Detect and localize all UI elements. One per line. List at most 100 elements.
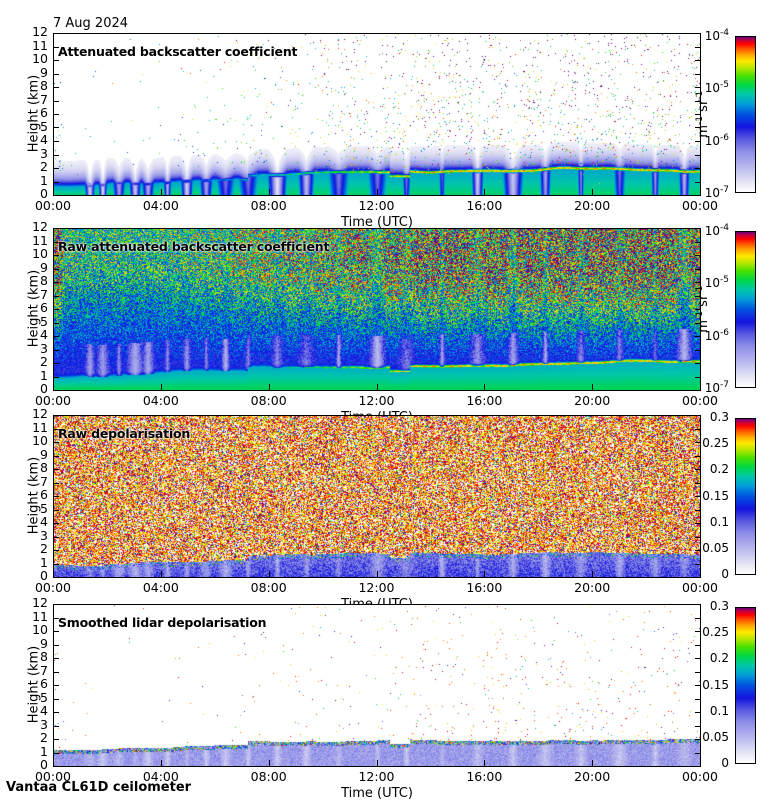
y-tick-mark xyxy=(53,296,59,297)
colorbar-tick-label: 0 xyxy=(721,567,729,581)
colorbar-tick-mantissa: 10 xyxy=(704,328,721,343)
y-tick-mark xyxy=(53,33,59,34)
y-tick-mark xyxy=(695,564,701,565)
y-tick-label: 7 xyxy=(40,286,48,302)
y-tick-mark xyxy=(53,766,59,767)
colorbar-tick-mantissa: 10 xyxy=(704,381,721,395)
colorbar-tick-mantissa: 10 xyxy=(704,186,721,200)
colorbar-tick-label: 10-7 xyxy=(673,381,729,395)
y-tick-mark xyxy=(695,87,701,88)
colorbar-tick-mantissa: 10 xyxy=(704,224,721,238)
y-tick-mark xyxy=(695,296,701,297)
y-tick-mark xyxy=(695,456,701,457)
x-tick-mark xyxy=(269,189,270,195)
y-tick-mark xyxy=(695,182,701,183)
y-tick-mark xyxy=(53,242,59,243)
y-tick-mark xyxy=(695,685,701,686)
y-tick-label: 11 xyxy=(32,419,48,435)
y-tick-mark xyxy=(695,577,701,578)
x-tick-label: 12:00 xyxy=(358,198,395,213)
colorbar-tick-exponent: -7 xyxy=(720,185,729,195)
y-tick-label: 1 xyxy=(40,743,48,759)
colorbar-raw-attenuated-backscatter xyxy=(735,231,756,388)
y-tick-mark xyxy=(53,101,59,102)
colorbar-unit-steradian-exponent: -1 xyxy=(694,285,705,295)
x-tick-label: 16:00 xyxy=(466,198,503,213)
x-tick-mark xyxy=(53,189,54,195)
y-tick-mark xyxy=(695,282,701,283)
y-tick-mark xyxy=(695,242,701,243)
plot-area-raw-attenuated-backscatter[interactable] xyxy=(53,228,701,391)
x-tick-mark xyxy=(269,384,270,390)
y-tick-mark xyxy=(53,483,59,484)
y-tick-mark xyxy=(695,168,701,169)
panel-title-attenuated-backscatter: Attenuated backscatter coefficient xyxy=(58,44,298,59)
y-tick-mark xyxy=(695,323,701,324)
x-tick-mark xyxy=(700,384,701,390)
y-tick-mark xyxy=(695,658,701,659)
y-tick-mark xyxy=(53,182,59,183)
colorbar-tick-exponent: -6 xyxy=(720,327,729,338)
y-tick-mark xyxy=(695,101,701,102)
y-tick-mark xyxy=(695,672,701,673)
y-tick-label: 5 xyxy=(40,500,48,516)
y-tick-label: 8 xyxy=(40,273,48,288)
y-tick-label: 12 xyxy=(32,219,48,234)
y-tick-mark xyxy=(695,114,701,115)
y-tick-mark xyxy=(53,753,59,754)
y-tick-mark xyxy=(695,390,701,391)
y-tick-mark xyxy=(53,699,59,700)
y-tick-label: 6 xyxy=(40,676,48,691)
colorbar-tick-label: 10-5 xyxy=(673,81,729,95)
y-tick-mark xyxy=(53,685,59,686)
y-tick-mark xyxy=(53,377,59,378)
y-tick-mark xyxy=(695,496,701,497)
x-tick-mark xyxy=(484,384,485,390)
colorbar-tick-label: 10-6 xyxy=(673,327,729,343)
x-tick-label: 08:00 xyxy=(250,769,287,784)
colorbar-tick-label: 10-4 xyxy=(673,29,729,43)
y-tick-mark xyxy=(53,390,59,391)
plot-canvas-raw-attenuated-backscatter xyxy=(54,229,700,390)
colorbar-tick-exponent: -6 xyxy=(720,132,729,143)
panel-title-raw-depolarisation: Raw depolarisation xyxy=(58,426,191,441)
y-tick-label: 1 xyxy=(40,367,48,383)
colorbar-unit-metre-exponent: -1 xyxy=(694,115,705,125)
y-tick-mark xyxy=(53,618,59,619)
y-tick-label: 12 xyxy=(32,24,48,39)
x-tick-mark xyxy=(700,760,701,766)
plot-area-raw-depolarisation[interactable] xyxy=(53,415,701,578)
y-tick-mark xyxy=(53,631,59,632)
colorbar-gradient xyxy=(736,37,755,192)
x-tick-mark xyxy=(161,760,162,766)
y-tick-label: 10 xyxy=(32,51,48,66)
plot-canvas-attenuated-backscatter xyxy=(54,34,700,195)
x-tick-mark xyxy=(161,384,162,390)
y-tick-label: 4 xyxy=(40,132,48,147)
y-tick-mark xyxy=(695,618,701,619)
x-tick-mark xyxy=(53,571,54,577)
x-tick-mark xyxy=(700,571,701,577)
y-tick-mark xyxy=(695,155,701,156)
y-tick-mark xyxy=(695,415,701,416)
plot-area-attenuated-backscatter[interactable] xyxy=(53,33,701,196)
colorbar-tick-label: 10-6 xyxy=(673,132,729,148)
y-tick-label: 0 xyxy=(40,757,48,772)
colorbar-gradient xyxy=(736,232,755,387)
y-tick-label: 3 xyxy=(40,340,48,356)
y-axis-label: Height (km) xyxy=(26,269,42,347)
x-tick-label: 20:00 xyxy=(574,769,611,784)
y-tick-mark xyxy=(695,141,701,142)
plot-area-smoothed-lidar-depolarisation[interactable] xyxy=(53,604,701,767)
y-tick-mark xyxy=(53,87,59,88)
y-tick-mark xyxy=(53,195,59,196)
y-tick-mark xyxy=(53,726,59,727)
y-tick-label: 2 xyxy=(40,159,48,174)
y-tick-label: 6 xyxy=(40,105,48,120)
y-tick-mark xyxy=(695,469,701,470)
y-tick-label: 0 xyxy=(40,568,48,583)
colorbar-tick-mantissa: 10 xyxy=(704,133,721,148)
colorbar-tick-exponent: -5 xyxy=(720,275,729,286)
colorbar-tick-label: 0.1 xyxy=(709,703,729,718)
